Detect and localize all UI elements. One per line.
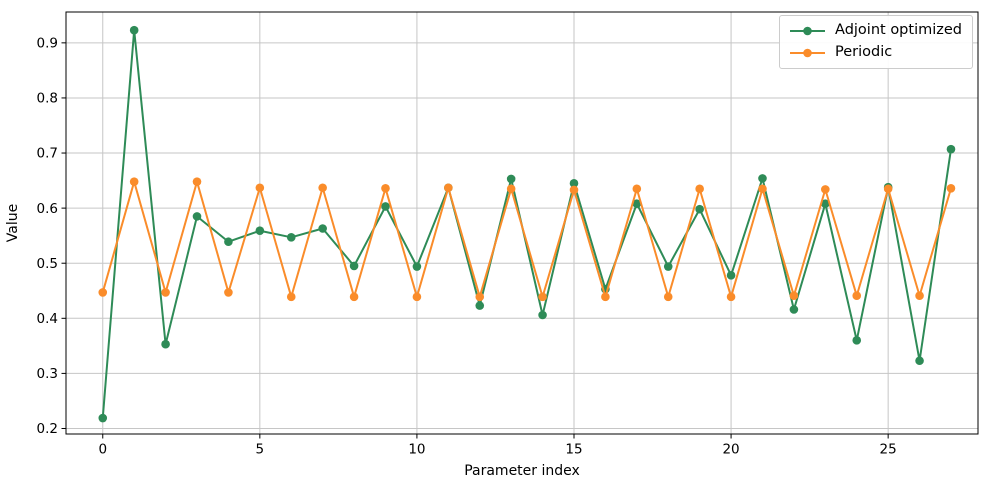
data-point-marker-periodic [349, 292, 359, 302]
data-point-marker-adjoint-optimized [821, 199, 830, 209]
data-point-marker-periodic [98, 288, 108, 297]
data-point-marker-periodic [632, 184, 642, 194]
y-tick-label: 0.3 [37, 366, 58, 382]
data-point-marker-periodic [789, 291, 799, 301]
legend-line-marker-periodic-icon [790, 48, 826, 58]
data-point-marker-adjoint-optimized [852, 336, 862, 345]
series-line-periodic [101, 180, 952, 298]
x-tick-label: 15 [565, 442, 582, 458]
legend-item-periodic: Periodic [789, 43, 962, 61]
x-tick-label: 5 [256, 442, 265, 458]
data-point-marker-adjoint-optimized [663, 262, 673, 271]
data-point-marker-periodic [506, 184, 516, 194]
legend-line-marker-adjoint-icon [790, 26, 826, 36]
data-point-marker-adjoint-optimized [381, 202, 390, 211]
tick-layer: 0 5 10 15 20 25 0.2 0.3 0.4 0.5 0.6 0.7 0.8 0.9 [37, 36, 897, 458]
y-tick-label: 0.8 [37, 91, 58, 107]
data-point-marker-adjoint-optimized [255, 226, 265, 236]
data-point-marker-periodic [538, 292, 547, 302]
data-point-marker-adjoint-optimized [224, 237, 233, 247]
data-point-marker-periodic [821, 185, 830, 194]
data-point-marker-adjoint-optimized [569, 179, 579, 188]
data-point-marker-adjoint-optimized [758, 174, 767, 183]
data-point-marker-periodic [224, 288, 233, 297]
data-point-marker-adjoint-optimized [129, 25, 139, 35]
y-tick-label: 0.7 [37, 146, 58, 162]
x-tick-label: 10 [408, 442, 425, 458]
data-point-marker-periodic [946, 183, 956, 193]
x-axis-label: Parameter index [464, 463, 580, 479]
legend-item-adjoint-optimized: Adjoint optimized [789, 22, 962, 39]
data-point-marker-adjoint-optimized [349, 261, 359, 271]
data-point-marker-adjoint-optimized [538, 310, 547, 320]
legend: Adjoint optimized Periodic [779, 15, 973, 69]
x-tick-label: 25 [880, 442, 897, 458]
data-point-marker-adjoint-optimized [915, 356, 924, 366]
data-point-marker-periodic [286, 292, 296, 302]
y-tick-label: 0.5 [37, 256, 58, 272]
data-point-marker-adjoint-optimized [506, 174, 516, 184]
data-point-marker-periodic [601, 292, 610, 302]
data-point-marker-periodic [852, 291, 862, 301]
y-tick-label: 0.6 [37, 201, 58, 217]
x-tick-label: 0 [98, 442, 107, 458]
plot-border [65, 11, 979, 435]
data-point-marker-periodic [726, 292, 736, 302]
data-point-marker-periodic [663, 292, 673, 302]
data-point-marker-periodic [695, 184, 704, 194]
data-point-marker-periodic [192, 177, 202, 186]
data-point-marker-periodic [161, 288, 170, 297]
x-tick-label: 20 [722, 442, 739, 458]
data-point-marker-adjoint-optimized [98, 413, 108, 423]
series-layer [98, 25, 956, 423]
data-point-marker-periodic [255, 183, 265, 193]
data-point-marker-adjoint-optimized [946, 144, 956, 154]
data-point-marker-adjoint-optimized [161, 339, 170, 349]
data-point-marker-periodic [412, 292, 422, 302]
legend-label-adjoint-optimized: Adjoint optimized [835, 22, 962, 38]
data-point-marker-periodic [318, 183, 327, 193]
data-point-marker-periodic [444, 183, 453, 193]
data-point-marker-periodic [381, 183, 390, 193]
y-tick-label: 0.9 [37, 36, 58, 52]
data-point-marker-adjoint-optimized [726, 271, 736, 280]
data-point-marker-adjoint-optimized [789, 305, 799, 314]
data-point-marker-adjoint-optimized [192, 212, 202, 221]
data-point-marker-periodic [915, 291, 924, 301]
data-point-marker-periodic [758, 184, 767, 194]
legend-label-periodic: Periodic [835, 43, 893, 60]
data-point-marker-adjoint-optimized [632, 199, 642, 209]
data-point-marker-adjoint-optimized [695, 204, 704, 214]
data-point-marker-adjoint-optimized [475, 301, 485, 310]
y-tick-label: 0.2 [37, 421, 58, 437]
y-tick-label: 0.4 [37, 311, 58, 327]
data-point-marker-periodic [129, 177, 139, 186]
series-line-adjoint-optimized [101, 29, 952, 419]
data-point-marker-adjoint-optimized [318, 224, 327, 233]
y-axis-label: Value [5, 204, 21, 242]
data-point-marker-periodic [883, 184, 893, 194]
data-point-marker-periodic [475, 292, 485, 302]
data-point-marker-adjoint-optimized [412, 262, 422, 271]
data-point-marker-periodic [569, 185, 579, 195]
data-point-marker-adjoint-optimized [286, 233, 296, 242]
